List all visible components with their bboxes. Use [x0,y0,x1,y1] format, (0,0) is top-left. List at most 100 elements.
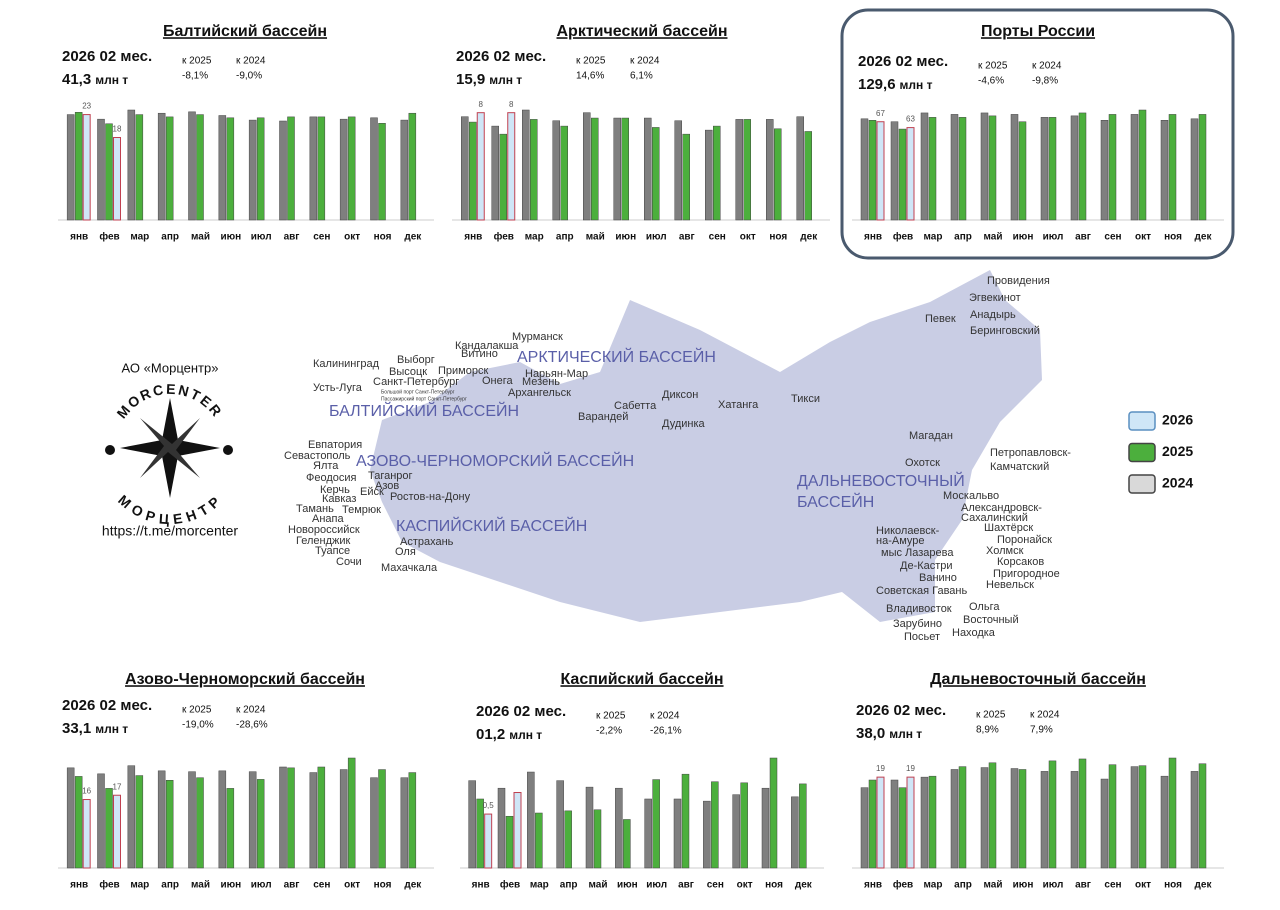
x-tick-label: ноя [1164,232,1182,243]
bar [928,117,937,221]
bar [799,783,807,869]
port-label: Архангельск [508,387,571,399]
bar [248,771,257,869]
port-label: Корсаков [997,556,1044,568]
port-label: Анадырь [970,309,1016,321]
bar [1160,775,1169,869]
bar [1190,771,1199,869]
data-label: 19 [906,764,915,773]
basin-label: КАСПИЙСКИЙ БАССЕЙН [396,516,587,535]
x-tick-label: авг [678,880,694,891]
data-label: 8 [509,100,514,109]
bar [287,767,295,869]
chart-title: Дальневосточный бассейн [930,671,1146,688]
basin-label: АРКТИЧЕСКИЙ БАССЕЙН [517,347,716,366]
bar [287,116,295,221]
unit: млн т [900,78,933,92]
bar [950,114,959,221]
x-tick-label: дек [404,232,422,243]
port-label: Беринговский [970,325,1040,337]
bar [113,794,121,869]
port-label: Зарубино [893,618,942,630]
highlight-box [840,8,1235,260]
bar [1048,117,1057,221]
bar [491,125,499,221]
compare-value: -9,8% [1032,76,1058,87]
port-label: Холмск [986,545,1024,557]
bar [920,112,929,221]
bar [681,773,690,869]
x-tick-label: янв [472,880,490,891]
port-label: Пригородное [993,568,1060,580]
bar [468,780,476,869]
port-label: Николаевск- [876,525,940,537]
bar [469,121,477,221]
port-label: Шахтёрск [984,522,1033,534]
bar [74,776,83,869]
port-label: Керчь [320,484,350,496]
port-label: Усть-Луга [313,382,363,394]
x-tick-label: июл [251,880,272,891]
bar [309,772,318,869]
bar [400,119,409,221]
bar [928,775,937,869]
bar [135,114,144,221]
port-label: Хатанга [718,399,759,411]
bar [1130,766,1139,869]
x-tick-label: фев [500,879,520,891]
port-label: Камчатский [990,461,1049,473]
x-tick-label: июн [615,232,636,243]
bar [713,125,721,221]
chart-title: Балтийский бассейн [163,23,327,40]
port-label: Геленджик [296,535,351,547]
compare-value: 8,9% [976,725,999,736]
period: 2026 02 мес. [62,697,152,714]
port-label: мыс Лазарева [881,547,954,559]
port-label: Калининград [313,358,380,370]
bar [711,781,719,869]
bar [497,787,506,869]
bar [97,118,105,221]
bar [1078,758,1087,869]
port-label: Таганрог [368,470,413,482]
x-tick-label: фев [99,231,119,243]
bar [906,776,915,869]
bar [644,117,652,221]
x-tick-label: июл [1043,880,1064,891]
x-tick-label: июл [1043,232,1064,243]
bar [613,117,621,221]
port-label: Онега [482,375,514,387]
total: 15,9 [456,71,485,88]
x-tick-label: сен [313,232,330,243]
bar [400,777,409,869]
bar [113,137,121,221]
port-label: Советская Гавань [876,585,968,597]
x-tick-label: мар [924,880,943,891]
compare-label: к 2024 [1030,710,1060,721]
x-tick-label: мар [924,232,943,243]
x-tick-label: июн [617,880,638,891]
x-tick-label: июл [646,232,667,243]
port-label: Большой порт Санкт-Петербург [381,388,455,395]
bar [347,116,356,221]
period: 2026 02 мес. [62,48,152,65]
port-label: Новороссийск [288,524,360,536]
compare-label: к 2024 [650,711,680,722]
bar [339,769,348,869]
compare-value: 7,9% [1030,725,1053,736]
port-label: Темрюк [342,504,381,516]
x-tick-label: янв [864,880,882,891]
compare-label: к 2025 [576,56,606,67]
bar [898,787,907,869]
port-label: Эгвекинот [969,292,1021,304]
port-label: Тикси [791,393,820,405]
bar [673,798,682,869]
bar [1018,769,1027,869]
bar [157,112,166,221]
bar [505,815,514,869]
basin-label: БАЛТИЙСКИЙ БАССЕЙН [329,401,519,420]
port-label: Ялта [313,460,339,472]
bar [591,117,599,221]
bar [196,114,204,221]
compare-label: к 2025 [596,711,626,722]
